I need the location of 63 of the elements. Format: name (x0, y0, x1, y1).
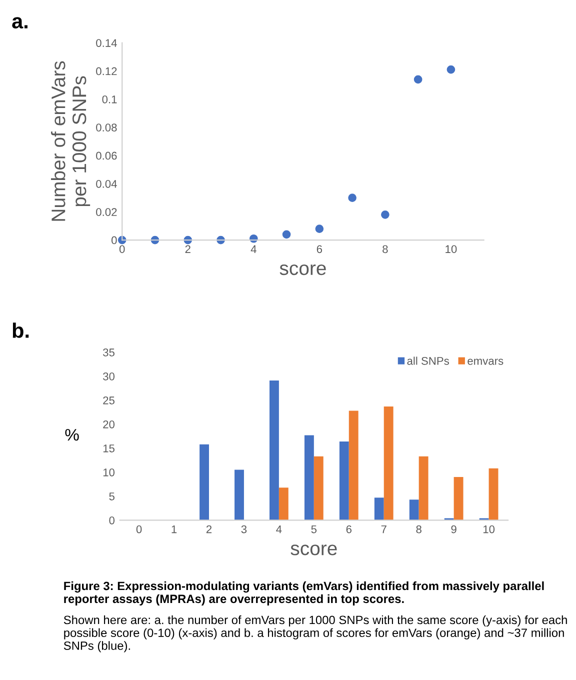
caption: Figure 3: Expression-modulating variants (emVars) identified from massively parallel reporter assays (MPRAs) are overrepresented in top scores. (64, 581, 544, 606)
legend-label: all SNPs (407, 356, 449, 365)
point (381, 210, 390, 219)
point (348, 194, 356, 202)
x-tick-label: 2 (206, 525, 212, 534)
bar (418, 456, 428, 520)
bar (270, 380, 279, 520)
x-tick-label: 7 (381, 525, 386, 534)
bar (488, 468, 498, 520)
y-tick-label: 5 (109, 492, 114, 500)
y-tick-label: 10 (103, 468, 115, 476)
y-tick-label: 0.08 (96, 124, 117, 132)
x-tick-label: 6 (316, 245, 322, 254)
y-axis-title: % (65, 428, 79, 441)
legend-label: emvars (468, 358, 504, 365)
y-tick-label: 35 (103, 348, 114, 356)
x-tick-label: 4 (276, 525, 282, 534)
bar (384, 406, 394, 520)
x-tick-label: 0 (119, 245, 125, 254)
point (282, 230, 291, 239)
y-tick-label: 0.06 (96, 152, 117, 160)
y-tick-label: 0.02 (96, 208, 117, 216)
bar (454, 477, 464, 520)
y-tick-label: 0 (112, 236, 117, 244)
y-tick-label: 0.1 (102, 95, 117, 104)
text: Shown here are: a. the number of emVars per 1000 SNPs with the same score (y-axis) for each possible score (0-10) (x-axis) and b. a histogram of scores for emVars (orange) and ~37 million SNPs (blue). (64, 615, 567, 652)
x-tick-label: 5 (311, 525, 317, 534)
bar (234, 470, 244, 520)
point (315, 224, 324, 233)
bar (200, 444, 209, 520)
x-tick-label: 9 (451, 525, 456, 534)
x-tick-label: 10 (446, 245, 457, 254)
y-tick-label: 0 (109, 516, 115, 524)
chart-title: a. (12, 17, 28, 29)
x-tick-label: 8 (416, 525, 422, 534)
x-tick-label: 3 (241, 525, 247, 534)
bar (339, 442, 349, 520)
bar (348, 410, 358, 520)
y-tick-label: 20 (103, 420, 115, 428)
y-tick-label: 30 (103, 372, 115, 380)
x-tick-label: 10 (483, 525, 495, 534)
chart-title: b. (12, 322, 29, 338)
point (446, 65, 456, 74)
x-axis-title: score (290, 544, 337, 556)
x-tick-label: 8 (382, 245, 388, 254)
bar (278, 488, 288, 520)
point (414, 75, 422, 84)
x-tick-label: 4 (250, 245, 256, 253)
bar (409, 500, 419, 520)
y-axis-title: Number of emVars per 1000 SNPs (51, 61, 90, 221)
bar (314, 456, 324, 520)
x-axis-title: score (280, 264, 326, 276)
x-tick-label: 0 (136, 525, 142, 534)
x-tick-label: 2 (185, 245, 190, 253)
bar (304, 435, 314, 520)
x-tick-label: 6 (346, 525, 352, 534)
y-tick-label: 25 (103, 396, 114, 404)
x-tick-label: 1 (172, 525, 177, 534)
y-tick-label: 0.04 (96, 180, 117, 188)
y-tick-label: 0.12 (96, 67, 117, 76)
y-tick-label: 0.14 (96, 39, 117, 47)
bar (374, 498, 384, 520)
y-tick-label: 15 (103, 444, 114, 452)
